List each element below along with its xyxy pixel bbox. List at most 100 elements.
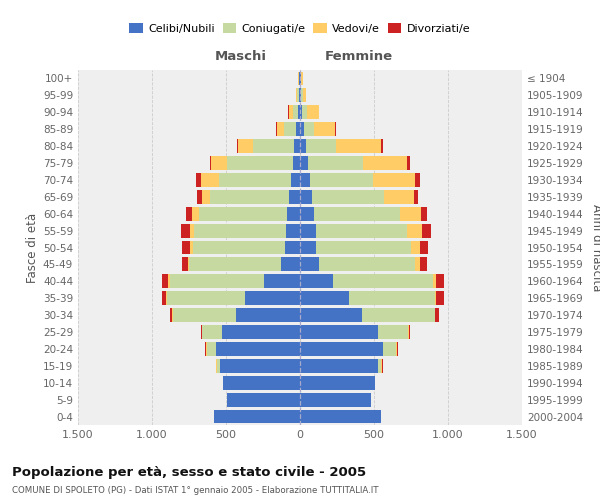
- Bar: [215, 342, 300, 356]
- Bar: [253, 139, 294, 153]
- Bar: [319, 258, 415, 272]
- Bar: [373, 173, 415, 187]
- Bar: [170, 308, 172, 322]
- Bar: [300, 88, 301, 102]
- Bar: [285, 240, 300, 254]
- Bar: [415, 258, 420, 272]
- Bar: [385, 190, 414, 203]
- Bar: [196, 173, 201, 187]
- Bar: [300, 359, 379, 373]
- Bar: [301, 72, 303, 86]
- Bar: [221, 325, 300, 339]
- Bar: [332, 274, 433, 288]
- Bar: [277, 122, 284, 136]
- Bar: [300, 106, 302, 119]
- Bar: [415, 173, 420, 187]
- Bar: [218, 173, 291, 187]
- Bar: [161, 292, 166, 305]
- Bar: [300, 173, 310, 187]
- Bar: [362, 308, 434, 322]
- Bar: [316, 224, 407, 237]
- Bar: [300, 325, 379, 339]
- Text: Maschi: Maschi: [215, 50, 267, 63]
- Bar: [181, 224, 190, 237]
- Bar: [190, 240, 193, 254]
- Bar: [291, 173, 300, 187]
- Bar: [436, 274, 444, 288]
- Bar: [192, 207, 199, 220]
- Bar: [300, 72, 301, 86]
- Bar: [300, 207, 314, 220]
- Bar: [304, 122, 314, 136]
- Bar: [422, 224, 431, 237]
- Bar: [227, 156, 293, 170]
- Bar: [189, 258, 281, 272]
- Bar: [284, 122, 296, 136]
- Bar: [236, 308, 300, 322]
- Bar: [202, 325, 221, 339]
- Bar: [397, 342, 398, 356]
- Bar: [167, 292, 245, 305]
- Bar: [407, 224, 422, 237]
- Bar: [302, 88, 305, 102]
- Bar: [211, 190, 289, 203]
- Bar: [205, 342, 206, 356]
- Bar: [206, 342, 207, 356]
- Bar: [300, 342, 383, 356]
- Bar: [306, 139, 335, 153]
- Bar: [434, 292, 436, 305]
- Bar: [227, 392, 300, 406]
- Bar: [202, 190, 211, 203]
- Bar: [310, 173, 373, 187]
- Bar: [194, 224, 286, 237]
- Bar: [197, 190, 202, 203]
- Bar: [383, 342, 396, 356]
- Bar: [245, 292, 300, 305]
- Bar: [193, 240, 285, 254]
- Bar: [289, 106, 293, 119]
- Bar: [434, 308, 436, 322]
- Bar: [296, 122, 300, 136]
- Bar: [299, 72, 300, 86]
- Y-axis label: Anni di nascita: Anni di nascita: [590, 204, 600, 291]
- Bar: [396, 342, 397, 356]
- Bar: [301, 88, 302, 102]
- Bar: [172, 308, 173, 322]
- Bar: [207, 342, 215, 356]
- Bar: [294, 139, 300, 153]
- Bar: [300, 308, 362, 322]
- Bar: [214, 410, 300, 424]
- Bar: [382, 359, 383, 373]
- Bar: [211, 156, 227, 170]
- Bar: [299, 88, 300, 102]
- Bar: [168, 274, 170, 288]
- Bar: [349, 292, 434, 305]
- Bar: [300, 224, 316, 237]
- Bar: [314, 122, 335, 136]
- Bar: [293, 106, 298, 119]
- Bar: [300, 376, 376, 390]
- Bar: [300, 258, 319, 272]
- Bar: [223, 376, 300, 390]
- Bar: [379, 359, 382, 373]
- Bar: [400, 207, 421, 220]
- Bar: [314, 207, 400, 220]
- Bar: [289, 190, 300, 203]
- Bar: [238, 139, 253, 153]
- Bar: [170, 274, 265, 288]
- Bar: [408, 325, 409, 339]
- Bar: [308, 156, 363, 170]
- Bar: [182, 258, 188, 272]
- Bar: [298, 106, 300, 119]
- Text: Popolazione per età, sesso e stato civile - 2005: Popolazione per età, sesso e stato civil…: [12, 466, 366, 479]
- Text: Femmine: Femmine: [325, 50, 393, 63]
- Bar: [201, 325, 202, 339]
- Bar: [420, 240, 428, 254]
- Bar: [421, 207, 427, 220]
- Bar: [237, 139, 238, 153]
- Bar: [300, 410, 382, 424]
- Bar: [201, 173, 218, 187]
- Bar: [173, 308, 236, 322]
- Bar: [300, 240, 316, 254]
- Bar: [382, 139, 383, 153]
